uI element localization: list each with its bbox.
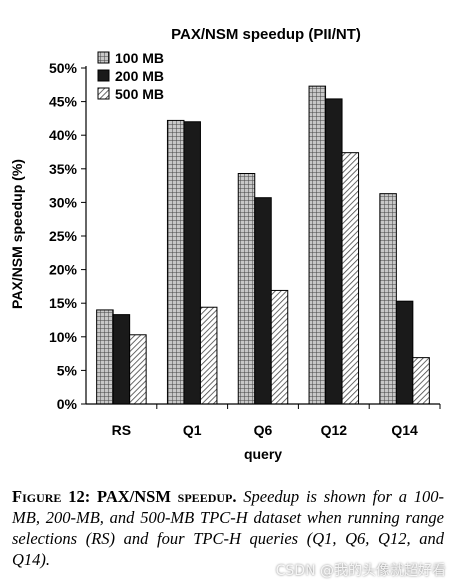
legend-label: 200 MB xyxy=(115,68,164,84)
y-tick-label: 0% xyxy=(57,396,78,412)
bar-q6-500mb xyxy=(270,289,289,405)
y-tick-label: 45% xyxy=(49,94,78,110)
y-tick-label: 5% xyxy=(57,362,78,378)
bar-q1-500mb xyxy=(199,306,218,405)
chart-title: PAX/NSM speedup (PII/NT) xyxy=(171,26,361,43)
x-tick-label: Q12 xyxy=(321,422,348,438)
x-axis-label: query xyxy=(244,446,282,462)
y-tick-label: 15% xyxy=(49,295,78,311)
bar-rs-200mb xyxy=(112,314,131,405)
x-axis-ticks: RS Q1 Q6 Q12 Q14 xyxy=(112,404,441,438)
bar-rs-500mb xyxy=(129,334,147,405)
bar-q14-100mb xyxy=(379,193,397,405)
legend-label: 100 MB xyxy=(115,50,164,66)
legend-label: 500 MB xyxy=(115,86,164,102)
y-tick-label: 10% xyxy=(49,329,78,345)
watermark: CSDN @我的头像就超好看 xyxy=(275,563,446,579)
bar-q6-100mb xyxy=(237,173,256,405)
caption-title: Figure 12: PAX/NSM speedup. xyxy=(12,487,237,506)
y-tick-label: 25% xyxy=(49,228,78,244)
y-tick-label: 40% xyxy=(49,127,78,143)
bar-q14-200mb xyxy=(395,300,414,405)
y-axis-label: PAX/NSM speedup (%) xyxy=(9,159,25,309)
y-tick-label: 20% xyxy=(49,262,78,278)
bar-q1-100mb xyxy=(166,119,185,405)
legend-swatch xyxy=(97,69,110,82)
bar-q12-200mb xyxy=(325,98,343,405)
legend-swatch xyxy=(97,51,110,64)
bars xyxy=(96,85,430,405)
bar-q14-500mb xyxy=(412,357,430,405)
x-tick-label: Q6 xyxy=(254,422,273,438)
legend-swatch xyxy=(97,87,110,100)
bar-q1-200mb xyxy=(183,121,201,405)
y-tick-label: 30% xyxy=(49,194,78,210)
legend: 100 MB 200 MB 500 MB xyxy=(97,50,164,102)
x-tick-label: Q1 xyxy=(183,422,202,438)
bar-rs-100mb xyxy=(96,309,114,405)
y-tick-label: 35% xyxy=(49,161,78,177)
bar-chart: PAX/NSM speedup (PII/NT) PAX/NSM speedup… xyxy=(9,26,441,462)
axes xyxy=(85,66,440,405)
bar-q12-500mb xyxy=(341,152,360,405)
x-tick-label: Q14 xyxy=(391,422,418,438)
bar-q6-200mb xyxy=(254,197,272,405)
caption-body: Speedup is shown for a 100-MB, 200-MB, a… xyxy=(12,487,444,569)
y-tick-label: 50% xyxy=(49,60,78,76)
figure-caption: Figure 12: PAX/NSM speedup. Speedup is s… xyxy=(12,486,444,570)
bar-q12-100mb xyxy=(308,85,327,405)
y-axis-ticks: 0% 5% 10% 15% 20% 25% 30% 35% 40% 45% 50% xyxy=(49,60,86,412)
chart-container: PAX/NSM speedup (PII/NT) PAX/NSM speedup… xyxy=(9,26,441,462)
x-tick-label: RS xyxy=(112,422,131,438)
